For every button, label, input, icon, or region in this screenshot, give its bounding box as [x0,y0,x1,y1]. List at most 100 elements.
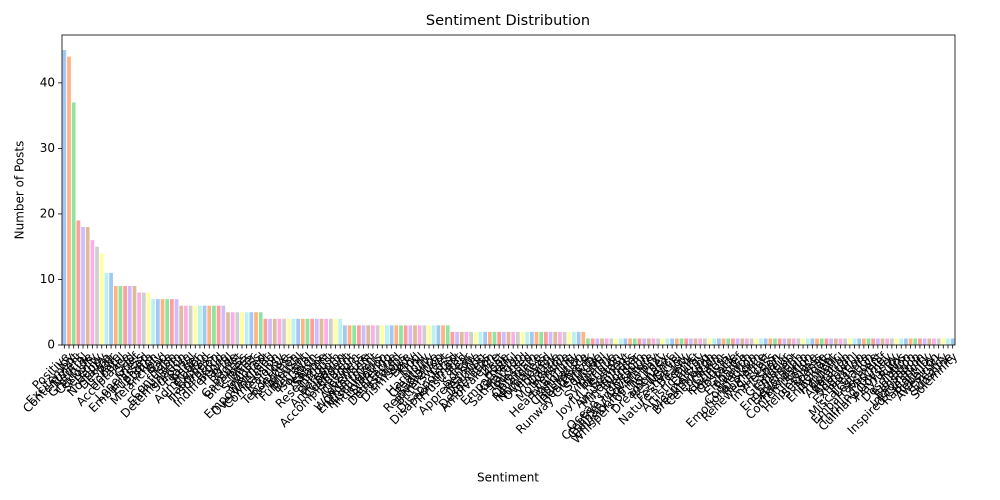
bar [413,325,417,345]
bar [590,338,595,345]
y-tick-label: 30 [40,141,55,155]
bar [819,338,824,345]
bar [674,338,679,345]
bar [632,338,637,345]
bar [151,299,156,345]
bar [310,318,315,345]
bar [263,318,268,345]
bar [731,338,735,345]
bar [258,312,263,345]
bar [492,331,497,345]
bar [174,299,179,345]
bar [656,338,660,345]
bar [530,331,534,345]
bar [277,318,282,345]
y-axis-label: Number of Posts [13,141,27,240]
bar [838,338,843,345]
bar [99,253,104,345]
bar [422,325,427,345]
bar [160,299,165,345]
bar [95,246,99,345]
bar [843,338,847,345]
bar [71,102,76,346]
bar [90,240,95,345]
bar [908,338,913,345]
bar [796,338,801,345]
bar [745,338,749,345]
bar [202,305,207,345]
bar [445,325,450,345]
bar [366,325,371,345]
bar [403,325,408,345]
bar [932,338,936,345]
bar [478,331,483,345]
bar [946,338,950,345]
bar [506,331,511,345]
bar [254,312,258,345]
y-tick-label: 20 [40,206,55,220]
bar [707,338,712,345]
bar [333,318,338,345]
bar [342,325,347,345]
bar [118,286,123,345]
bar [646,338,651,345]
bar [927,338,932,345]
bar [361,325,366,345]
bar [913,338,918,345]
bar [450,331,455,345]
bar [394,325,399,345]
bar [272,318,277,345]
bar [777,338,782,345]
bar [123,286,127,345]
bar [871,338,876,345]
bar [338,318,343,345]
bar [314,318,319,345]
bar [76,220,81,345]
bar [212,305,216,345]
bar [899,338,904,345]
bar [81,227,85,345]
bar [866,338,871,345]
bar [483,331,487,345]
bar [240,312,244,345]
bar [586,338,590,345]
bar [936,338,941,345]
bar [829,338,833,345]
bar [305,318,310,345]
bar [184,305,188,345]
bar [324,318,329,345]
bar [455,331,459,345]
bar [515,331,520,345]
bar [721,338,726,345]
bar [109,272,113,345]
bar [623,338,628,345]
bar [833,338,838,345]
bar [417,325,422,345]
bar [179,305,184,345]
bar [679,338,684,345]
bar [684,338,689,345]
bar [805,338,810,345]
bar [875,338,880,345]
bar [141,292,146,345]
bar [487,331,492,345]
bar [380,325,385,345]
bar [441,325,445,345]
bar [558,331,562,345]
bar [904,338,908,345]
y-tick-label: 40 [40,75,55,89]
bar [520,331,525,345]
bar [885,338,890,345]
bar [67,56,71,346]
bar [637,338,642,345]
bar [230,312,235,345]
bar [581,331,586,345]
bar [62,50,67,345]
bar [759,338,763,345]
bar [922,338,927,345]
bar [511,331,516,345]
bar [773,338,777,345]
bar [815,338,819,345]
